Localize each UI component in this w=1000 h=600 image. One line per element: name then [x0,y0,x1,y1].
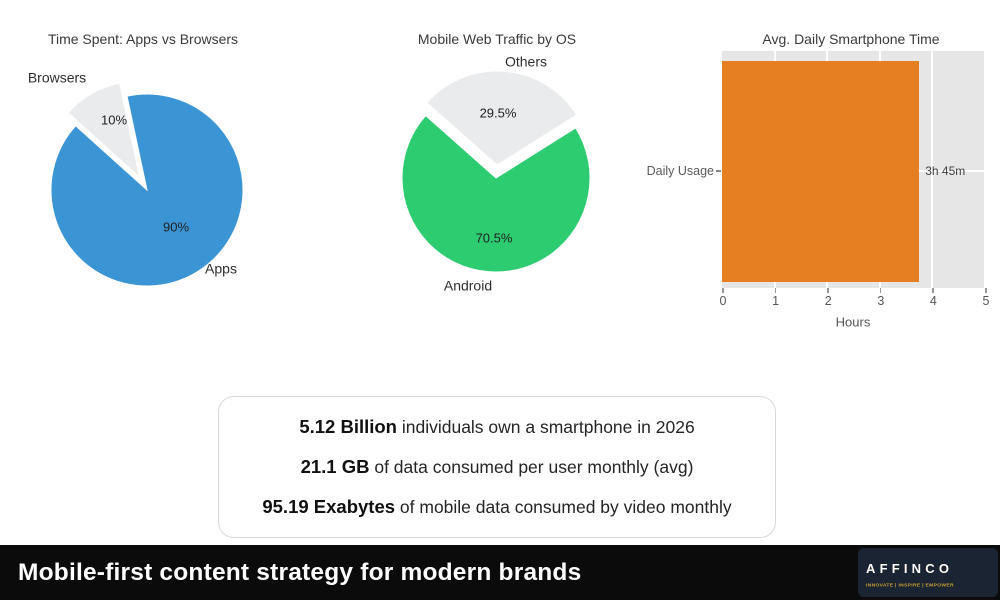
brand-logo: AFFINCO INNOVATE | INSPIRE | EMPOWER [858,548,998,597]
vertical-gridline [931,51,934,288]
pie-slice-label: Browsers [28,70,86,86]
footer-bar: Mobile-first content strategy for modern… [0,545,1000,600]
pie-slice-label: Android [444,278,492,294]
pie-slice-browsers [67,82,141,179]
pie-pct-label: 90% [163,219,189,234]
category-label: Daily Usage [646,164,714,178]
axis-tick-label: 0 [719,294,727,308]
axis-tick-label: 2 [824,294,832,308]
bar-value-label: 3h 45m [925,164,966,178]
pie-charts-canvas: 90% Apps 10% Browsers 70.5% Android 29.5% Other… [28,54,591,294]
vertical-gridline [984,51,986,288]
axis-tick-label: 3 [877,294,885,308]
axis-tick-label: 4 [929,294,937,308]
pie1-title: Time Spent: Apps vs Browsers [47,31,239,47]
axis-tick [985,288,987,293]
axis-tick [932,288,934,293]
axis-tick [879,288,882,293]
stat-smartphone-owners: 5.12 Billion individuals own a smartphon… [299,416,695,437]
pie-slice-label: Others [505,54,547,70]
axis-tick-label: 5 [982,294,990,308]
pie-slice-label: Apps [205,261,237,277]
axis-tick [722,288,724,293]
pie-pct-label: 29.5% [480,105,517,120]
logo-tagline: INNOVATE | INSPIRE | EMPOWER [866,582,954,588]
stats-card: 5.12 Billion individuals own a smartphon… [218,396,776,538]
pie-slice-others [426,70,578,166]
logo-name: AFFINCO [866,561,954,576]
pie-slice-android [401,114,591,273]
bar-chart-title: Avg. Daily Smartphone Time [762,31,940,47]
pie2-title: Mobile Web Traffic by OS [417,31,577,47]
category-tick [716,170,721,172]
axis-tick-label: 1 [772,294,780,308]
stat-video-data: 95.19 Exabytes of mobile data consumed b… [262,496,732,517]
axis-tick [827,288,829,293]
axis-tick [774,288,777,293]
pie-pct-label: 10% [101,112,127,127]
x-axis-title: Hours [835,314,871,330]
daily-usage-bar [722,61,920,282]
pie-pct-label: 70.5% [476,230,513,245]
pie-slice-apps [50,93,244,287]
slide-title: Mobile-first content strategy for modern… [18,558,582,586]
stat-data-per-user: 21.1 GB of data consumed per user monthl… [300,456,694,477]
